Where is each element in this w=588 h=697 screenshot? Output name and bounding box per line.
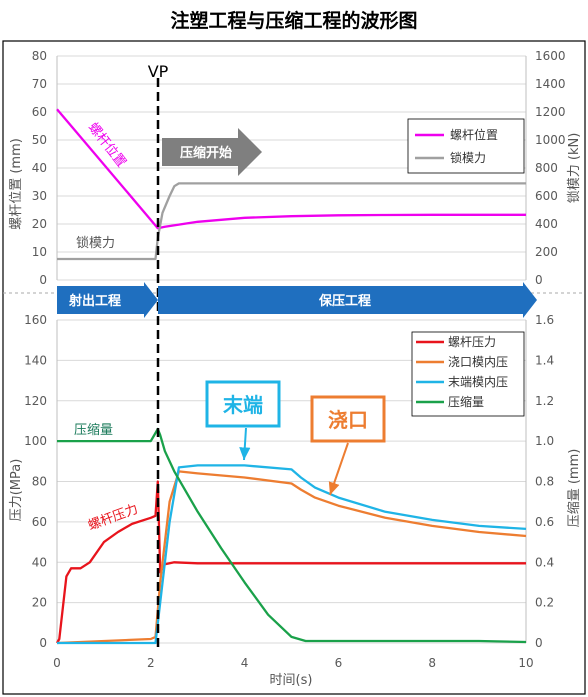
tick-label: 80 — [32, 475, 47, 489]
tick-label: 0 — [53, 656, 61, 670]
tick-label: 120 — [24, 394, 47, 408]
top-legend: 螺杆位置 锁模力 — [407, 118, 525, 174]
compression-start-arrow — [162, 128, 262, 176]
tick-label: 1.4 — [535, 353, 554, 367]
tick-label: 2 — [147, 656, 155, 670]
holding-phase-arrow — [158, 282, 537, 318]
tick-label: 1.0 — [535, 434, 554, 448]
series-line-0 — [56, 480, 526, 644]
tick-label: 140 — [24, 353, 47, 367]
callout-end-box — [205, 380, 281, 428]
top-panel-grid — [56, 55, 527, 281]
tick-label: 10 — [518, 656, 533, 670]
top-legend-box — [407, 118, 525, 174]
holding-phase-label: 保压工程 — [318, 293, 371, 309]
series-line-2 — [57, 464, 527, 645]
tick-label: 1.6 — [535, 313, 554, 327]
series-lines — [56, 108, 527, 645]
tick-label: 1000 — [535, 133, 566, 147]
outer-frame — [2, 40, 586, 695]
bottom-legend: 螺杆压力 浇口模内压 末端模内压 压缩量 — [411, 331, 525, 417]
annotation-screw-pressure: 螺杆压力 — [86, 502, 140, 534]
tick-label: 40 — [32, 161, 47, 175]
series-line-1 — [57, 182, 526, 261]
bottom-right-ticks: 0 0.2 0.4 0.6 0.8 1.0 1.2 1.4 1.6 — [535, 313, 554, 650]
tick-label: 200 — [535, 245, 558, 259]
tick-label: 60 — [32, 105, 47, 119]
tick-label: 20 — [32, 217, 47, 231]
tick-label: 0.2 — [535, 596, 554, 610]
legend-label-screw-pressure: 螺杆压力 — [448, 335, 496, 349]
top-left-axis-label: 螺杆位置 (mm) — [9, 138, 24, 230]
tick-label: 20 — [32, 596, 47, 610]
tick-label: 0 — [535, 636, 543, 650]
tick-label: 1.2 — [535, 394, 554, 408]
injection-phase-arrow — [57, 282, 158, 318]
series-line-1 — [56, 470, 527, 645]
annotation-compression: 压缩量 — [74, 422, 113, 438]
series-line-3 — [57, 427, 527, 644]
tick-label: 40 — [32, 555, 47, 569]
callout-gate-box — [310, 395, 386, 443]
bottom-x-axis-label: 时间(s) — [270, 673, 313, 688]
legend-label-gate-pressure: 浇口模内压 — [448, 355, 508, 369]
tick-label: 10 — [32, 245, 47, 259]
tick-label: 80 — [32, 49, 47, 63]
annotation-clamp-force: 锁模力 — [76, 235, 115, 251]
figure-title: 注塑工程与压缩工程的波形图 — [170, 10, 418, 32]
injection-phase-label: 射出工程 — [68, 293, 121, 309]
tick-label: 70 — [32, 77, 47, 91]
tick-label: 800 — [535, 161, 558, 175]
tick-label: 1600 — [535, 49, 566, 63]
tick-label: 6 — [335, 656, 343, 670]
tick-label: 600 — [535, 189, 558, 203]
tick-label: 0 — [535, 273, 543, 287]
tick-label: 100 — [24, 434, 47, 448]
legend-label-clamp-force: 锁模力 — [450, 150, 486, 165]
legend-label-end-pressure: 末端模内压 — [448, 375, 508, 389]
tick-label: 0 — [39, 273, 47, 287]
tick-label: 0.4 — [535, 555, 554, 569]
tick-label: 50 — [32, 133, 47, 147]
tick-label: 0.6 — [535, 515, 554, 529]
series-line-0 — [56, 108, 526, 230]
callout-end-label: 末端 — [223, 393, 263, 417]
bottom-x-ticks: 0 2 4 6 8 10 — [53, 656, 533, 670]
top-left-ticks: 0 10 20 30 40 50 60 70 80 — [32, 49, 47, 287]
annotation-screw-position: 螺杆位置 — [85, 120, 129, 170]
tick-label: 1400 — [535, 77, 566, 91]
tick-label: 0.8 — [535, 475, 554, 489]
tick-label: 8 — [428, 656, 436, 670]
vp-label: VP — [148, 62, 169, 81]
compression-start-label: 压缩开始 — [180, 145, 232, 161]
tick-label: 4 — [241, 656, 249, 670]
legend-label-compression: 压缩量 — [448, 394, 484, 409]
top-right-axis-label: 锁模力 (kN) — [566, 133, 582, 204]
callout-gate-label: 浇口 — [328, 408, 368, 432]
callout-end-pointer — [239, 427, 251, 461]
tick-label: 0 — [39, 636, 47, 650]
tick-label: 400 — [535, 217, 558, 231]
tick-label: 160 — [24, 313, 47, 327]
tick-label: 60 — [32, 515, 47, 529]
bottom-right-axis-label: 压缩量 (mm) — [566, 449, 582, 528]
legend-label-screw-position: 螺杆位置 — [450, 127, 498, 142]
callout-gate-pointer — [328, 442, 349, 496]
tick-label: 1200 — [535, 105, 566, 119]
bottom-left-axis-label: 压力(MPa) — [9, 459, 24, 522]
tick-label: 30 — [32, 189, 47, 203]
bottom-legend-box — [411, 331, 525, 417]
bottom-left-ticks: 0 20 40 60 80 100 120 140 160 — [24, 313, 47, 650]
top-right-ticks: 0 200 400 600 800 1000 1200 1400 1600 — [535, 49, 566, 287]
